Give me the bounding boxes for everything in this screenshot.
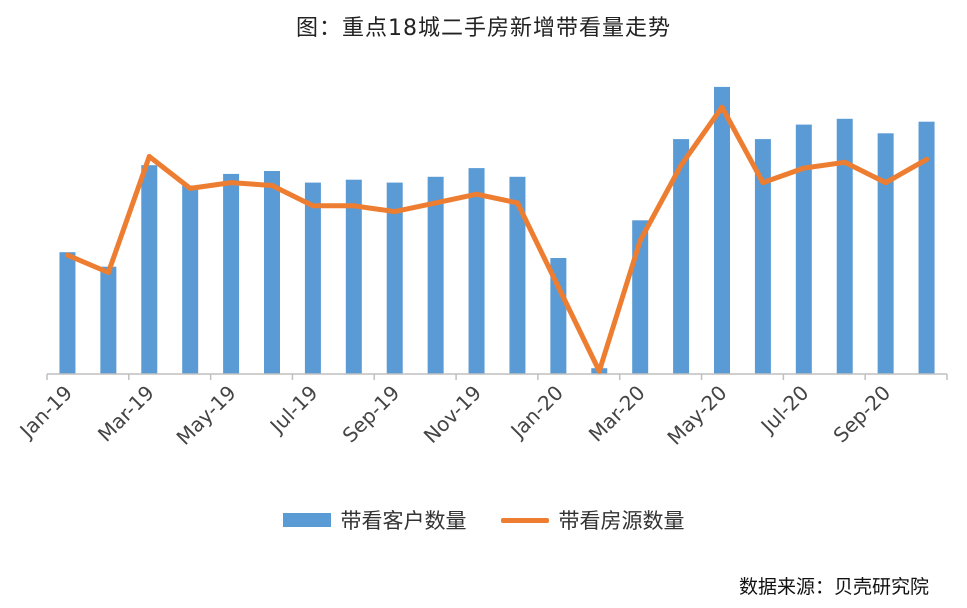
- x-axis-tick-labels: Jan-19 Mar-19 May-19 Jul-19 Sep-19 Nov-19 Jan-…: [14, 381, 895, 450]
- bar-series: [59, 86, 935, 375]
- legend-swatch-bar: [282, 513, 331, 527]
- line-point-Jul-19: [310, 203, 316, 209]
- bar-Jul-19: [304, 182, 321, 374]
- line-point-Apr-20: [678, 162, 684, 168]
- bar-May-19: [223, 173, 240, 374]
- x-tick-label: Nov-19: [419, 381, 486, 448]
- x-tick-label: Jan-19: [14, 381, 77, 444]
- line-point-Sep-19: [392, 209, 398, 215]
- bar-Jan-20: [550, 258, 567, 374]
- x-tick-label: Jul-20: [755, 381, 814, 440]
- bar-Oct-19: [427, 176, 444, 374]
- x-tick-label: Mar-19: [93, 381, 159, 447]
- x-tick-label: Jul-19: [264, 381, 323, 440]
- bar-Nov-19: [468, 168, 485, 374]
- bar-Dec-19: [509, 176, 526, 374]
- bar-Apr-20: [673, 139, 690, 374]
- bar-Mar-19: [141, 165, 158, 374]
- bar-Jan-19: [59, 252, 76, 374]
- line-point-Mar-19: [146, 154, 152, 159]
- line-point-Jun-19: [269, 183, 275, 188]
- line-point-May-20: [719, 104, 725, 110]
- bar-Aug-19: [345, 179, 362, 374]
- line-point-Feb-19: [105, 270, 111, 275]
- legend-label-listings: 带看房源数量: [558, 509, 685, 533]
- legend-swatch-line: [500, 517, 549, 523]
- x-tick-label: Jan-20: [505, 381, 568, 444]
- line-point-Oct-19: [433, 200, 439, 206]
- x-tick-label: Sep-19: [338, 381, 405, 448]
- x-axis-ticks: [46, 374, 948, 380]
- source-note: 数据来源：贝壳研究院: [738, 576, 929, 598]
- line-point-Jan-20: [555, 284, 561, 290]
- chart-title: 图：重点18城二手房新增带看量走势: [296, 16, 671, 41]
- legend-label-customers: 带看客户数量: [340, 509, 467, 533]
- legend: 带看客户数量 带看房源数量: [0, 505, 967, 535]
- bar-Oct-20: [918, 121, 935, 374]
- bar-Feb-19: [100, 266, 117, 374]
- line-point-Dec-19: [514, 200, 520, 206]
- legend-item-customers: 带看客户数量: [282, 505, 467, 535]
- line-point-Nov-19: [474, 191, 480, 197]
- bar-Jun-19: [264, 171, 280, 374]
- legend-item-listings: 带看房源数量: [500, 505, 685, 535]
- x-tick-label: Sep-20: [828, 381, 895, 448]
- line-point-Feb-20: [596, 368, 602, 374]
- line-point-Sep-20: [883, 180, 889, 186]
- line-point-Jun-20: [760, 180, 766, 186]
- line-point-Oct-20: [924, 156, 930, 162]
- bar-May-20: [714, 86, 730, 375]
- line-point-Apr-19: [187, 185, 193, 191]
- x-tick-label: May-20: [662, 381, 731, 450]
- x-tick-label: May-19: [172, 381, 241, 450]
- bar-Jun-20: [754, 139, 771, 374]
- line-point-Jan-19: [64, 252, 70, 258]
- bar-Apr-19: [182, 185, 199, 374]
- bar-Sep-20: [877, 133, 894, 374]
- line-point-Jul-20: [801, 165, 807, 171]
- line-point-Aug-19: [351, 203, 357, 209]
- line-point-Aug-20: [842, 159, 848, 165]
- line-point-Mar-20: [637, 238, 643, 244]
- line-point-May-19: [228, 180, 234, 186]
- bar-Aug-20: [836, 118, 853, 374]
- x-tick-label: Mar-20: [584, 381, 650, 447]
- line-series: [64, 104, 930, 374]
- line-path: [64, 104, 930, 374]
- bar-Sep-19: [386, 182, 403, 374]
- bar-Jul-20: [795, 124, 812, 374]
